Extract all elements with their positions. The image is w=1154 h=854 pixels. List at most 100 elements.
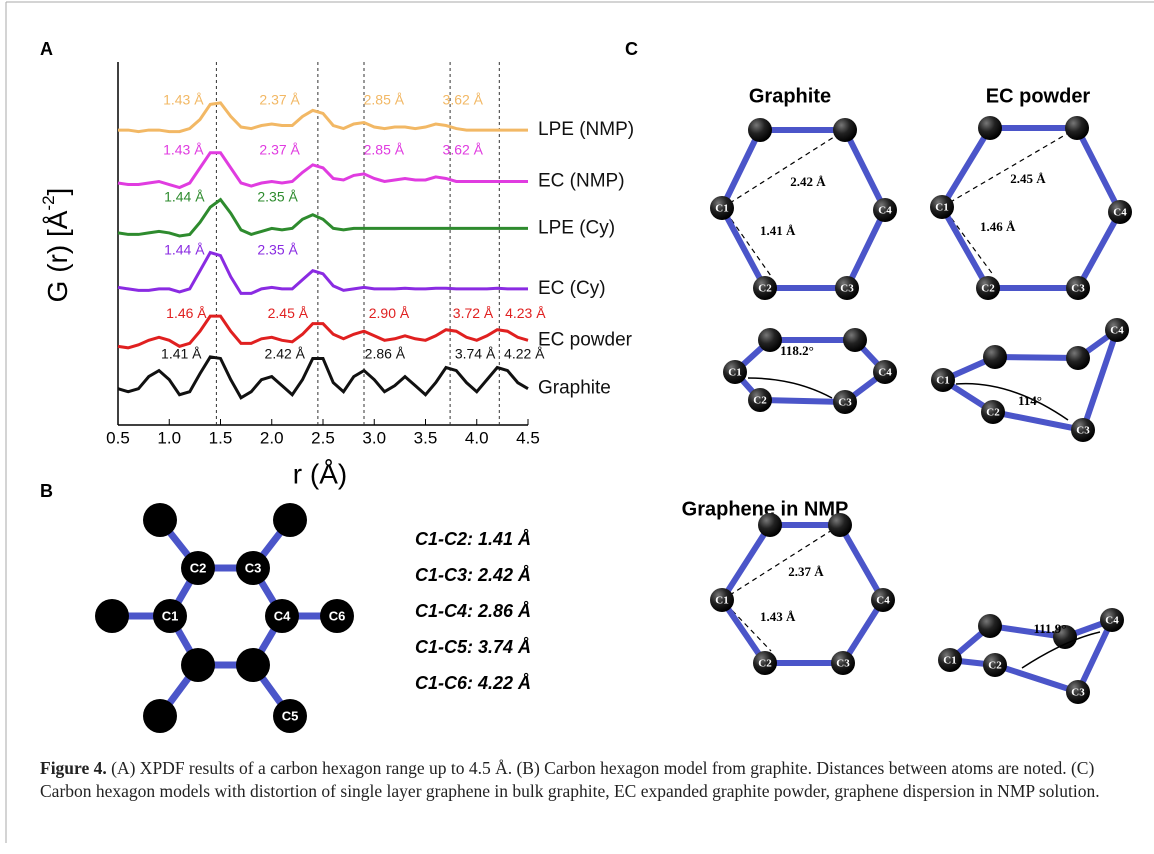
distance-label: C1-C4: 2.86 Å <box>415 601 531 621</box>
peak-label: 1.44 Å <box>164 188 205 204</box>
series-line <box>118 200 528 236</box>
bond <box>995 665 1078 692</box>
atom-label: C3 <box>840 283 854 295</box>
peak-label: 2.85 Å <box>364 141 405 157</box>
peak-label: 2.37 Å <box>259 92 300 108</box>
atom-label: C4 <box>878 367 892 379</box>
caption-text: (A) XPDF results of a carbon hexagon ran… <box>40 758 1100 801</box>
series-line <box>118 153 528 188</box>
bond <box>845 130 885 210</box>
atom-label: C3 <box>1076 425 1090 437</box>
x-tick-label: 3.5 <box>414 428 438 447</box>
atom-label: C4 <box>274 608 291 623</box>
peak-label: 3.62 Å <box>443 92 484 108</box>
peak-label: 4.23 Å <box>505 305 546 321</box>
distance-label: 1.46 Å <box>980 219 1016 234</box>
distance-label: 2.42 Å <box>790 174 826 189</box>
atom <box>181 648 215 682</box>
peak-label: 2.45 Å <box>268 305 309 321</box>
atom <box>978 116 1002 140</box>
panel-label: B <box>40 481 53 501</box>
atom-label: C4 <box>1113 207 1127 219</box>
peak-label: 3.62 Å <box>443 141 484 157</box>
atom-label: C3 <box>1071 687 1085 699</box>
distance-line <box>942 128 1077 207</box>
bond <box>722 208 765 288</box>
atom-label: C4 <box>1110 325 1124 337</box>
atom-label: C4 <box>876 595 890 607</box>
bond <box>722 525 770 600</box>
distance-label: 2.45 Å <box>1010 171 1046 186</box>
atom <box>1066 346 1090 370</box>
atom-label: C2 <box>758 658 772 670</box>
atom-label: C1 <box>935 202 948 214</box>
x-tick-label: 2.5 <box>311 428 335 447</box>
atom <box>236 648 270 682</box>
series-label: LPE (NMP) <box>538 119 634 140</box>
peak-label: 3.74 Å <box>455 346 496 362</box>
atom-label: C2 <box>986 407 1000 419</box>
bond <box>760 400 845 402</box>
peak-label: 2.86 Å <box>365 346 406 362</box>
series-label: EC (NMP) <box>538 171 625 192</box>
peak-label: 1.43 Å <box>163 92 204 108</box>
peak-label: 2.35 Å <box>257 188 298 204</box>
series-label: EC (Cy) <box>538 278 606 299</box>
atom-label: C2 <box>753 395 767 407</box>
peak-label: 4.22 Å <box>504 346 545 362</box>
series-label: LPE (Cy) <box>538 217 615 238</box>
atom <box>758 328 782 352</box>
peak-label: 2.37 Å <box>259 141 300 157</box>
atom <box>758 513 782 537</box>
atom <box>95 599 129 633</box>
caption: Figure 4. (A) XPDF results of a carbon h… <box>40 757 1125 803</box>
peak-label: 1.41 Å <box>161 346 202 362</box>
atom-label: C4 <box>1105 615 1119 627</box>
figure-canvas: A B C 0.51.01.52.02.53.03.54.04.5LPE (NM… <box>0 0 1154 854</box>
y-axis-label-part: G (r) [Å <box>42 210 73 302</box>
peak-label: 3.72 Å <box>453 305 494 321</box>
peak-label: 2.85 Å <box>364 92 405 108</box>
atom <box>828 513 852 537</box>
series-label: Graphite <box>538 378 611 399</box>
angle-label: 114° <box>1018 393 1042 408</box>
atom-label: C4 <box>878 205 892 217</box>
x-tick-label: 1.0 <box>157 428 181 447</box>
y-axis-label: G (r) [Å-2] <box>39 188 73 303</box>
x-tick-label: 2.0 <box>260 428 284 447</box>
peak-label: 1.43 Å <box>163 141 204 157</box>
atom-label: C3 <box>245 560 262 575</box>
atom <box>273 503 307 537</box>
peak-label: 2.42 Å <box>265 346 306 362</box>
peak-label: 2.90 Å <box>369 305 410 321</box>
distance-label: C1-C2: 1.41 Å <box>415 529 531 549</box>
atom <box>748 118 772 142</box>
atom <box>978 614 1002 638</box>
figure: A B C 0.51.01.52.02.53.03.54.04.5LPE (NM… <box>0 0 1154 854</box>
bond <box>1078 212 1120 288</box>
distance-label: C1-C6: 4.22 Å <box>415 673 531 693</box>
x-tick-label: 0.5 <box>106 428 130 447</box>
distance-label: C1-C3: 2.42 Å <box>415 565 531 585</box>
series-line <box>118 316 528 348</box>
atom-label: C1 <box>728 367 741 379</box>
caption-label: Figure 4. <box>40 758 107 778</box>
model-title: EC powder <box>986 85 1091 107</box>
atom <box>843 328 867 352</box>
x-tick-label: 4.5 <box>516 428 540 447</box>
panel-label: C <box>625 39 638 59</box>
distance-line <box>726 212 771 276</box>
angle-label: 111.9° <box>1033 621 1066 636</box>
atom <box>983 345 1007 369</box>
atom-label: C3 <box>836 658 850 670</box>
distance-label: 2.37 Å <box>788 564 824 579</box>
peak-label: 2.35 Å <box>257 241 298 257</box>
y-axis-label-part: ] <box>42 188 73 196</box>
x-tick-label: 4.0 <box>465 428 489 447</box>
peak-label: 1.44 Å <box>164 241 205 257</box>
atom-label: C1 <box>943 655 956 667</box>
bond <box>942 128 990 207</box>
series-label: EC powder <box>538 329 633 350</box>
angle-label: 118.2° <box>780 343 814 358</box>
atom-label: C3 <box>1071 283 1085 295</box>
